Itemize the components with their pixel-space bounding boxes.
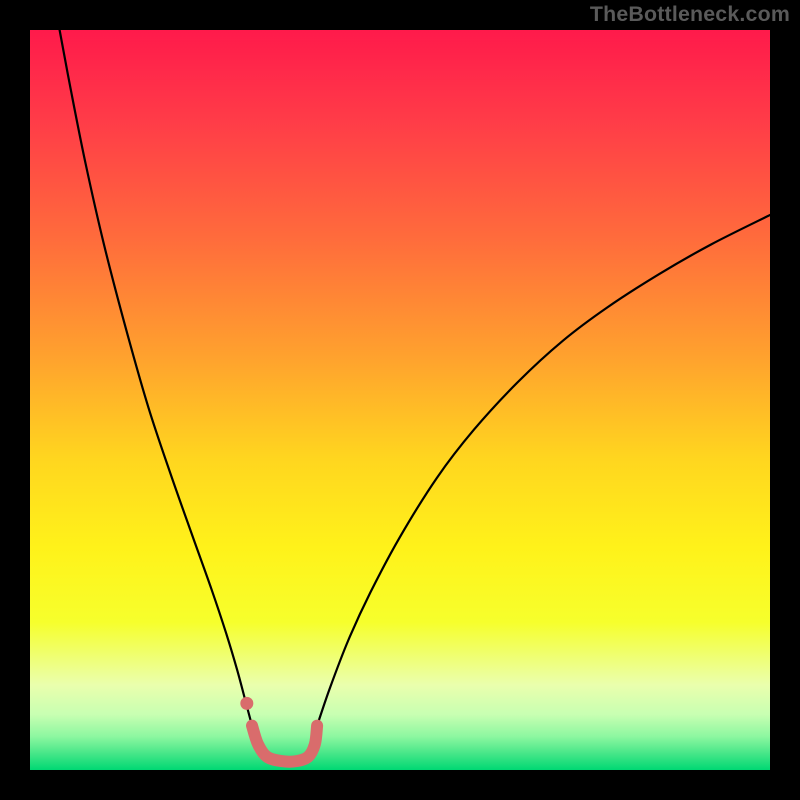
highlight-marker	[240, 697, 253, 710]
chart-frame: TheBottleneck.com	[0, 0, 800, 800]
gradient-background	[30, 30, 770, 770]
bottleneck-curve-chart	[0, 0, 800, 800]
watermark-text: TheBottleneck.com	[590, 2, 790, 27]
